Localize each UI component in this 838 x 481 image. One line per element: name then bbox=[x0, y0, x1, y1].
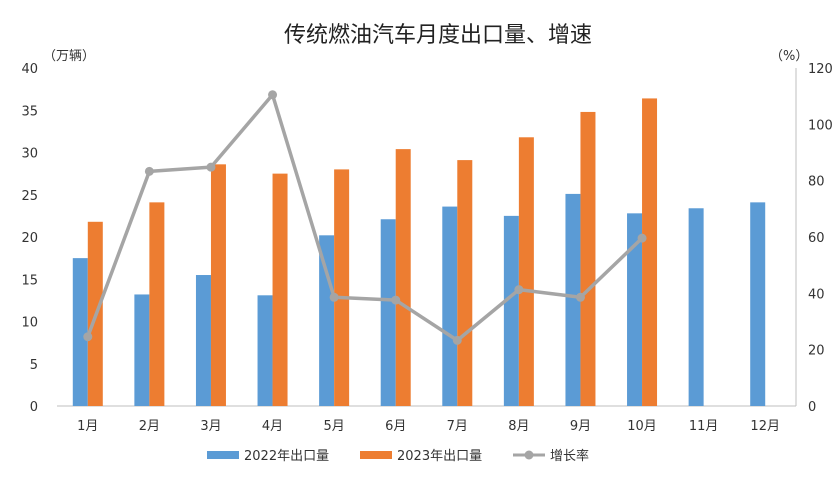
right-tick-label: 60 bbox=[808, 231, 825, 246]
left-axis-unit: （万辆） bbox=[43, 49, 95, 64]
right-axis-ticks: 0 20 40 60 80 100 120 bbox=[808, 62, 833, 415]
growth-rate-point bbox=[575, 292, 585, 302]
right-tick-label: 80 bbox=[808, 175, 825, 190]
growth-rate-point bbox=[637, 233, 647, 243]
bar-2023 bbox=[395, 149, 411, 406]
x-tick-label: 10月 bbox=[627, 419, 657, 434]
growth-rate-point bbox=[514, 285, 524, 295]
x-tick-label: 5月 bbox=[323, 419, 344, 434]
x-tick-label: 12月 bbox=[750, 419, 780, 434]
x-tick-label: 8月 bbox=[508, 419, 529, 434]
bar-2022 bbox=[565, 193, 581, 406]
growth-line-group bbox=[83, 90, 647, 345]
right-axis-unit: （%） bbox=[770, 49, 808, 64]
bar-2022 bbox=[134, 294, 150, 406]
legend-swatch bbox=[360, 451, 392, 459]
bars-group bbox=[72, 98, 766, 407]
bar-2022 bbox=[72, 258, 88, 406]
right-tick-label: 40 bbox=[808, 287, 825, 302]
bar-2022 bbox=[750, 202, 766, 406]
x-tick-label: 9月 bbox=[570, 419, 591, 434]
legend: 2022年出口量 2023年出口量 增长率 bbox=[207, 448, 589, 464]
bar-2022 bbox=[627, 213, 643, 406]
x-tick-label: 11月 bbox=[689, 419, 719, 434]
left-tick-label: 5 bbox=[30, 358, 38, 373]
chart-title: 传统燃油汽车月度出口量、增速 bbox=[284, 23, 592, 48]
bar-2023 bbox=[642, 98, 658, 407]
x-tick-label: 6月 bbox=[385, 419, 406, 434]
bar-2022 bbox=[503, 215, 519, 406]
growth-rate-point bbox=[329, 292, 339, 302]
bar-2023 bbox=[457, 160, 473, 406]
bar-2023 bbox=[149, 202, 165, 406]
left-tick-label: 40 bbox=[21, 62, 38, 77]
growth-rate-point bbox=[83, 332, 93, 342]
left-tick-label: 30 bbox=[21, 147, 38, 162]
legend-swatch-marker bbox=[524, 450, 534, 460]
legend-label: 2023年出口量 bbox=[397, 449, 482, 464]
left-axis-ticks: 0 5 10 15 20 25 30 35 40 bbox=[21, 62, 38, 415]
bar-2022 bbox=[688, 208, 704, 406]
right-tick-label: 20 bbox=[808, 344, 825, 359]
x-tick-label: 7月 bbox=[447, 419, 468, 434]
right-tick-label: 0 bbox=[808, 400, 816, 415]
bar-2023 bbox=[272, 173, 288, 406]
growth-rate-point bbox=[144, 166, 154, 176]
x-tick-label: 1月 bbox=[77, 419, 98, 434]
left-tick-label: 10 bbox=[21, 316, 38, 331]
growth-rate-line bbox=[86, 93, 644, 343]
left-tick-label: 35 bbox=[21, 104, 38, 119]
bar-2022 bbox=[195, 275, 211, 406]
right-tick-label: 100 bbox=[808, 118, 833, 133]
bar-2023 bbox=[580, 111, 596, 406]
right-tick-label: 120 bbox=[808, 62, 833, 77]
bar-2022 bbox=[442, 206, 458, 406]
bar-2023 bbox=[334, 169, 350, 406]
bar-2023 bbox=[210, 164, 226, 406]
legend-label: 2022年出口量 bbox=[244, 449, 329, 464]
bar-2022 bbox=[380, 219, 396, 406]
bar-2023 bbox=[518, 137, 534, 407]
legend-label: 增长率 bbox=[550, 448, 589, 464]
growth-rate-point bbox=[391, 295, 401, 305]
left-tick-label: 20 bbox=[21, 231, 38, 246]
growth-rate-point bbox=[452, 335, 462, 345]
growth-rate-point bbox=[206, 162, 216, 172]
growth-rate-point bbox=[268, 90, 278, 100]
x-tick-label: 3月 bbox=[200, 419, 221, 434]
x-tick-label: 4月 bbox=[262, 419, 283, 434]
bar-2022 bbox=[257, 295, 273, 406]
x-axis-labels: 1月 2月 3月 4月 5月 6月 7月 8月 9月 10月 11月 12月 bbox=[77, 419, 780, 434]
x-tick-label: 2月 bbox=[139, 419, 160, 434]
legend-swatch bbox=[207, 451, 239, 459]
left-tick-label: 0 bbox=[30, 400, 38, 415]
left-tick-label: 25 bbox=[21, 189, 38, 204]
bar-2022 bbox=[319, 235, 335, 406]
left-tick-label: 15 bbox=[21, 273, 38, 288]
